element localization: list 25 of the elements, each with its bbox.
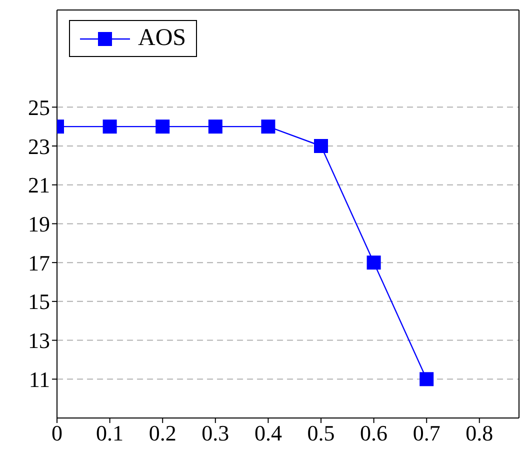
point (102, 120, 117, 134)
point (314, 139, 328, 153)
y-tick-label: 15 (28, 289, 50, 314)
y-tick-label: 11 (28, 366, 50, 392)
x-tick-label: 0.2 (148, 420, 176, 446)
legend-label: AOS (138, 25, 186, 52)
x-tick-label: 0 (52, 420, 62, 446)
x-tick-label: 0.3 (202, 420, 230, 446)
y-tick-label: 13 (28, 328, 50, 354)
point (366, 256, 381, 270)
y-tick-label: 25 (28, 94, 50, 120)
x-tick-label: 0.8 (466, 420, 494, 446)
y-tick-label: 23 (28, 134, 50, 159)
point (420, 372, 434, 386)
y-tick-label: 19 (28, 212, 50, 237)
x-tick-label: 0.7 (412, 420, 440, 446)
y-tick-label: 17 (28, 250, 50, 276)
point (261, 120, 276, 134)
y-tick-label: 21 (28, 172, 50, 198)
x-tick-label: 0.4 (254, 420, 282, 446)
x-tick-label: 0.5 (307, 420, 335, 446)
x-tick-label: 0.1 (96, 420, 124, 446)
point (156, 120, 170, 134)
point (208, 120, 222, 134)
x-tick-label: 0.6 (360, 420, 388, 446)
